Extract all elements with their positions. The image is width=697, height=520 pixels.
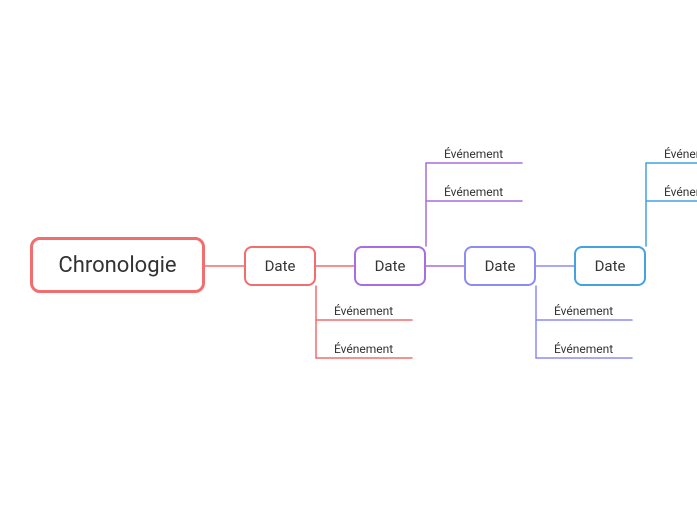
date-node-1[interactable]: Date [244, 246, 316, 286]
date-label: Date [485, 257, 516, 275]
event-label: Événement [554, 342, 632, 356]
date-node-4[interactable]: Date [574, 246, 646, 286]
event-label: Événement [334, 304, 412, 318]
event-label: Événement [444, 147, 522, 161]
date-node-2[interactable]: Date [354, 246, 426, 286]
event-label: Événement [664, 185, 697, 199]
event-label: Événement [334, 342, 412, 356]
event-label: Événement [554, 304, 632, 318]
event-label: Événement [664, 147, 697, 161]
diagram-canvas: Chronologie Date Événement Événement Date Év… [0, 0, 697, 520]
date-label: Date [375, 257, 406, 275]
event-label: Événement [444, 185, 522, 199]
root-node-chronologie[interactable]: Chronologie [30, 237, 205, 293]
date-label: Date [595, 257, 626, 275]
date-node-3[interactable]: Date [464, 246, 536, 286]
date-label: Date [265, 257, 296, 275]
root-label: Chronologie [58, 253, 176, 278]
